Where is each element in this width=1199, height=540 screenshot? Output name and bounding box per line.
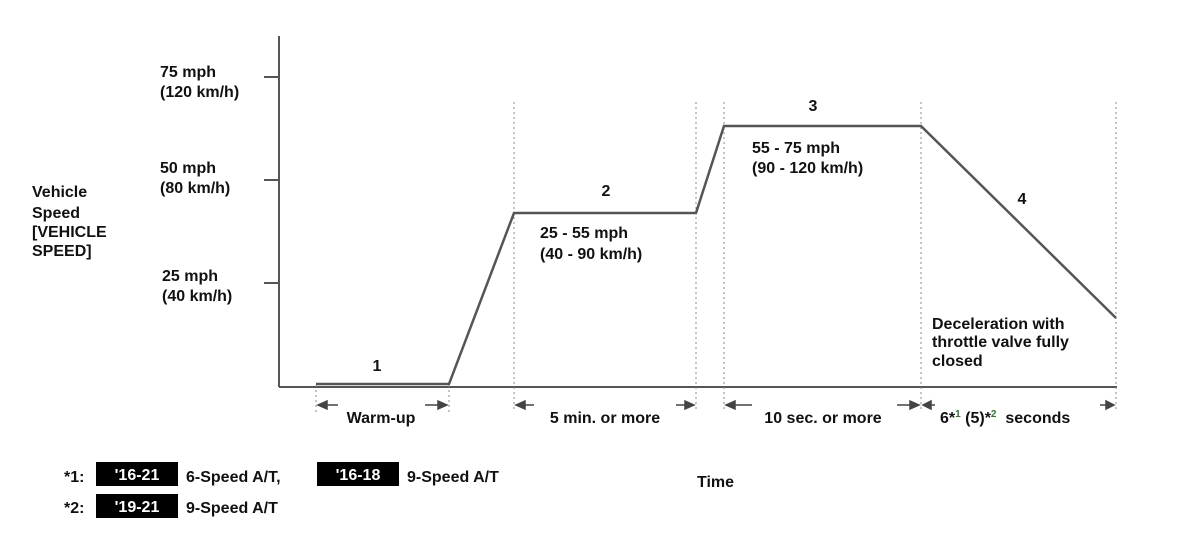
year-badge (96, 494, 178, 518)
phase-2-duration: 5 min. or more (550, 410, 660, 427)
arrow-head-left (724, 399, 736, 411)
phase-2-number: 2 (602, 183, 611, 200)
y-tick-label-75: 75 mph (120 km/h) (160, 64, 239, 101)
duration-arrows (316, 399, 1116, 411)
arrow-head-left (514, 399, 526, 411)
phase-separators (315, 102, 1117, 412)
x-axis-title: Time (697, 474, 734, 491)
footnote-2-text: 9-Speed A/T (186, 500, 278, 517)
footnote-1-marker: *1: (64, 469, 84, 486)
footnote-1-text-b: 9-Speed A/T (407, 469, 499, 486)
phase-2-speed-label: 25 - 55 mph (40 - 90 km/h) (540, 225, 642, 263)
footnote-ref-2: 2 (991, 409, 997, 420)
year-badge-text: '19-21 (115, 499, 160, 516)
phase-4-duration: 6*1 (5)*2 seconds (940, 409, 1070, 427)
footnote-1-text-a: 6-Speed A/T, (186, 469, 281, 486)
phase-3-number: 3 (809, 98, 818, 115)
year-badge-text: '16-18 (336, 467, 381, 484)
y-tick-label-50: 50 mph (80 km/h) (160, 160, 230, 197)
arrow-head-right (909, 399, 921, 411)
footnote-ref-1: 1 (955, 409, 961, 420)
footnote-2-marker: *2: (64, 500, 84, 517)
y-axis-title: Vehicle Speed [VEHICLE SPEED] (32, 184, 111, 260)
phase-3-speed-label: 55 - 75 mph (90 - 120 km/h) (752, 140, 863, 177)
y-tick-label-25: 25 mph (40 km/h) (162, 268, 232, 305)
arrow-head-left (921, 399, 932, 411)
arrow-head-left (316, 399, 328, 411)
phase-3-duration: 10 sec. or more (764, 410, 882, 427)
year-badge (96, 462, 178, 486)
year-badge-text: '16-21 (115, 467, 160, 484)
arrow-head-right (1105, 399, 1116, 411)
arrow-head-right (684, 399, 696, 411)
phase-4-note: Deceleration with throttle valve fully c… (932, 316, 1073, 370)
phase-1-duration: Warm-up (347, 410, 416, 427)
speed-profile-line (316, 124, 1117, 386)
phase-4-number: 4 (1018, 191, 1027, 208)
year-badge (317, 462, 399, 486)
arrow-head-right (437, 399, 449, 411)
phase-1-number: 1 (373, 358, 382, 375)
